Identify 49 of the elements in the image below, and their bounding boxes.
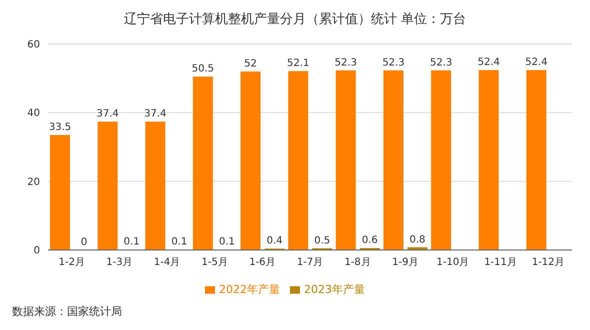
x-tick-label: 1-7月 xyxy=(296,257,324,268)
x-tick-label: 1-10月 xyxy=(436,257,470,268)
x-tick-label: 1-5月 xyxy=(202,257,228,268)
data-label: 50.5 xyxy=(192,64,214,75)
data-label: 33.5 xyxy=(48,122,72,133)
data-label: 52.3 xyxy=(430,57,452,68)
x-tick-label: 1-11月 xyxy=(484,257,517,268)
y-tick-label: 40 xyxy=(27,108,40,120)
bar xyxy=(431,70,452,250)
bar xyxy=(526,70,546,250)
bar xyxy=(50,134,70,250)
y-tick-label: 20 xyxy=(27,176,40,188)
x-tick-label: 1-4月 xyxy=(154,257,180,268)
bar xyxy=(383,70,404,250)
data-label: 0.4 xyxy=(266,236,282,247)
y-tick-label: 60 xyxy=(27,40,40,51)
data-label: 0.6 xyxy=(362,234,378,246)
data-label: 0.1 xyxy=(171,236,188,248)
x-tick-label: 1-9月 xyxy=(392,257,418,268)
bar xyxy=(98,122,118,250)
x-tick-label: 1-8月 xyxy=(344,257,371,268)
source-note: 数据来源：国家统计局 xyxy=(12,304,122,319)
data-label: 52 xyxy=(244,58,257,70)
bar xyxy=(336,70,356,250)
bar xyxy=(478,70,499,250)
data-label: 0.5 xyxy=(314,235,330,246)
data-label: 52.4 xyxy=(478,57,500,68)
y-tick-label: 0 xyxy=(34,246,40,257)
data-label: 0.1 xyxy=(218,236,235,248)
data-label: 37.4 xyxy=(96,108,119,120)
data-label: 52.3 xyxy=(334,57,357,68)
legend-label: 2022年产量 xyxy=(219,283,280,296)
data-label: 52.4 xyxy=(525,57,548,68)
data-label: 0.1 xyxy=(124,236,140,248)
x-tick-label: 1-12月 xyxy=(532,257,565,268)
data-label: 52.1 xyxy=(287,58,310,70)
data-label: 52.3 xyxy=(382,57,405,68)
x-tick-label: 1-6月 xyxy=(249,257,276,268)
chart-title: 辽宁省电子计算机整机产量分月（累计值）统计 单位：万台 xyxy=(122,11,468,28)
bar xyxy=(288,71,308,250)
bar xyxy=(192,76,213,250)
data-label: 37.4 xyxy=(144,108,166,120)
x-tick-label: 1-3月 xyxy=(106,257,133,268)
data-label: 0 xyxy=(80,236,88,248)
x-tick-label: 1-2月 xyxy=(58,257,85,268)
bar xyxy=(240,71,261,250)
bar xyxy=(145,122,166,250)
data-label: 0.8 xyxy=(410,234,426,246)
legend-label: 2023年产量 xyxy=(304,283,365,296)
